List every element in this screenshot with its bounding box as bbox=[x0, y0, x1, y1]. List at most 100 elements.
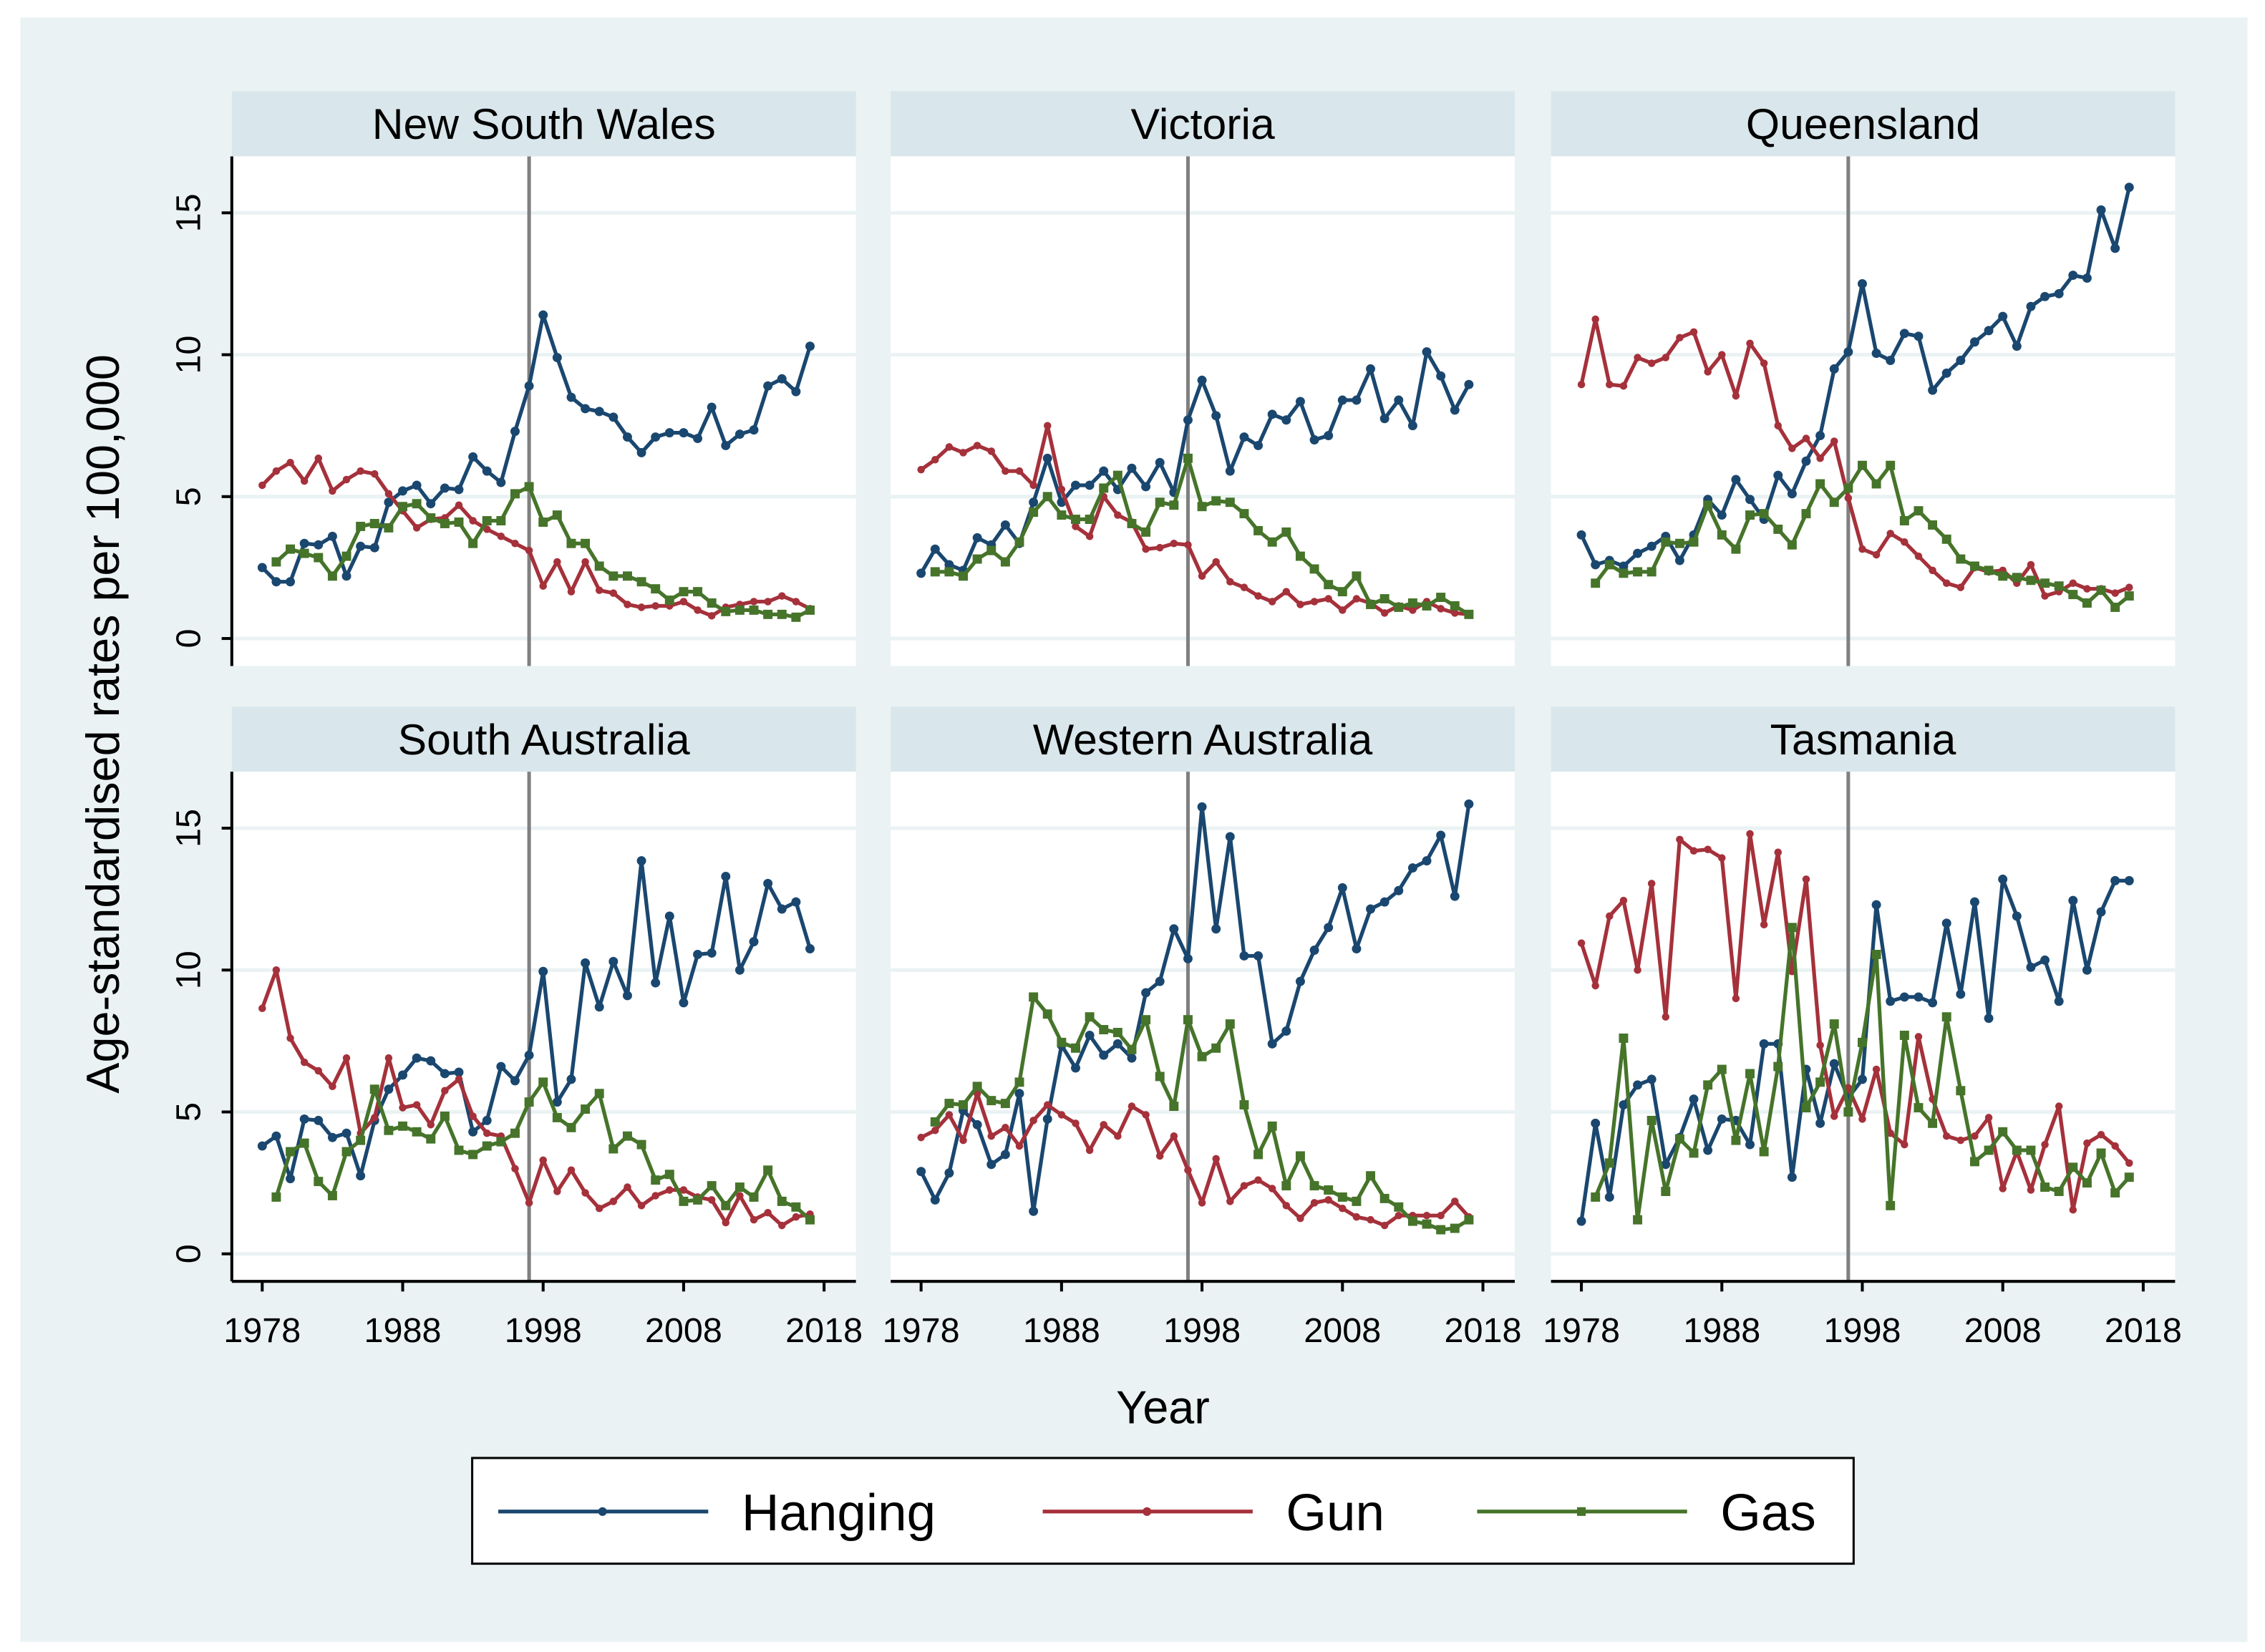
data-point-gun bbox=[736, 1192, 744, 1200]
x-tick-label: 2018 bbox=[2105, 1311, 2182, 1350]
data-point-gas bbox=[581, 1104, 591, 1114]
data-point-gas bbox=[1858, 1037, 1867, 1047]
data-point-gas bbox=[693, 587, 703, 597]
legend-item-gas: Gas bbox=[1477, 1484, 1816, 1542]
data-point-hanging bbox=[412, 1053, 422, 1063]
plot-area bbox=[231, 772, 856, 1282]
data-point-hanging bbox=[1169, 924, 1179, 934]
data-point-gas bbox=[791, 612, 801, 622]
panel-title: New South Wales bbox=[372, 99, 716, 148]
data-point-gun bbox=[1380, 609, 1389, 617]
data-point-gun bbox=[497, 533, 505, 540]
data-point-gas bbox=[664, 1170, 674, 1180]
data-point-hanging bbox=[608, 956, 619, 966]
data-point-gas bbox=[482, 1141, 492, 1151]
data-point-gas bbox=[1253, 1150, 1264, 1160]
data-point-gas bbox=[1379, 1193, 1389, 1203]
data-point-gun bbox=[258, 1004, 266, 1013]
data-point-gun bbox=[1057, 1111, 1066, 1119]
data-point-gun bbox=[1226, 578, 1234, 586]
data-point-gas bbox=[1141, 1015, 1151, 1025]
data-point-gun bbox=[1015, 467, 1024, 475]
data-point-gas bbox=[327, 571, 337, 581]
data-point-gun bbox=[525, 546, 533, 555]
data-point-hanging bbox=[1661, 1160, 1671, 1170]
data-point-gas bbox=[1366, 1171, 1376, 1181]
data-point-gun bbox=[1170, 539, 1178, 548]
data-point-hanging bbox=[1309, 946, 1319, 955]
data-point-hanging bbox=[1984, 1014, 1994, 1024]
data-point-gas bbox=[721, 1200, 731, 1210]
data-point-gas bbox=[1871, 479, 1881, 489]
data-point-gas bbox=[299, 1138, 309, 1148]
data-point-gun bbox=[778, 592, 786, 600]
data-point-gun bbox=[2083, 585, 2091, 593]
data-point-gas bbox=[2012, 1145, 2022, 1155]
data-point-gas bbox=[777, 1196, 787, 1206]
data-point-gas bbox=[1984, 565, 1994, 575]
data-point-gun bbox=[694, 606, 702, 614]
data-point-gas bbox=[1717, 530, 1727, 540]
data-point-hanging bbox=[1576, 1216, 1586, 1226]
data-point-gun bbox=[1634, 354, 1641, 361]
data-point-hanging bbox=[763, 878, 773, 888]
data-point-hanging bbox=[1295, 397, 1305, 407]
data-point-gun bbox=[1409, 606, 1417, 614]
data-point-gun bbox=[1296, 601, 1304, 608]
data-point-gun bbox=[342, 1054, 351, 1062]
data-point-gas bbox=[1689, 537, 1699, 547]
data-point-hanging bbox=[1941, 918, 1951, 928]
data-point-gas bbox=[1253, 525, 1264, 535]
data-point-gun bbox=[750, 1215, 758, 1224]
data-point-gas bbox=[538, 1077, 548, 1087]
panel-title: Western Australia bbox=[1033, 715, 1373, 764]
data-point-gun bbox=[2055, 1102, 2063, 1110]
data-point-hanging bbox=[2096, 907, 2106, 917]
data-point-gun bbox=[624, 601, 631, 608]
data-point-gas bbox=[454, 1145, 464, 1155]
data-point-hanging bbox=[2012, 341, 2022, 351]
x-tick-label: 1978 bbox=[1543, 1311, 1620, 1350]
data-point-gun bbox=[1872, 550, 1881, 559]
data-point-gas bbox=[721, 606, 731, 616]
data-point-gun bbox=[1914, 1033, 1923, 1041]
data-point-gun bbox=[272, 966, 281, 974]
data-point-hanging bbox=[369, 543, 379, 553]
data-point-gun bbox=[1310, 598, 1319, 606]
data-point-gas bbox=[1422, 1219, 1432, 1229]
data-point-hanging bbox=[707, 402, 717, 412]
x-tick-label: 1998 bbox=[505, 1311, 582, 1350]
data-point-hanging bbox=[1267, 409, 1277, 419]
data-point-hanging bbox=[805, 944, 815, 954]
data-point-gas bbox=[1085, 515, 1095, 525]
legend-label-hanging: Hanging bbox=[742, 1484, 936, 1542]
data-point-gun bbox=[314, 1066, 323, 1075]
data-point-gun bbox=[553, 558, 561, 566]
data-point-gun bbox=[2083, 1139, 2091, 1147]
data-point-hanging bbox=[581, 404, 591, 414]
data-point-hanging bbox=[524, 381, 534, 391]
data-point-gun bbox=[2111, 589, 2119, 597]
data-point-gun bbox=[286, 1034, 294, 1042]
data-point-gas bbox=[1029, 992, 1039, 1002]
data-point-gas bbox=[384, 523, 394, 533]
data-point-gas bbox=[608, 1144, 619, 1154]
data-point-gas bbox=[510, 489, 520, 499]
data-point-gas bbox=[1225, 1019, 1235, 1029]
data-point-gun bbox=[1760, 359, 1768, 367]
data-point-gas bbox=[1337, 1192, 1347, 1202]
data-point-gas bbox=[1843, 1107, 1853, 1117]
data-point-gun bbox=[412, 1101, 421, 1109]
data-point-gas bbox=[2096, 1148, 2106, 1158]
data-point-gas bbox=[1042, 492, 1052, 502]
plot-area bbox=[1551, 156, 2176, 666]
data-point-gun bbox=[1718, 351, 1726, 359]
data-point-gun bbox=[1100, 1121, 1108, 1129]
data-point-gas bbox=[1295, 551, 1305, 561]
data-point-gun bbox=[1619, 896, 1628, 905]
data-point-gun bbox=[1352, 1213, 1361, 1221]
data-point-hanging bbox=[1000, 520, 1010, 530]
data-point-hanging bbox=[749, 937, 759, 947]
data-point-hanging bbox=[1956, 356, 1966, 365]
data-point-hanging bbox=[566, 392, 576, 402]
